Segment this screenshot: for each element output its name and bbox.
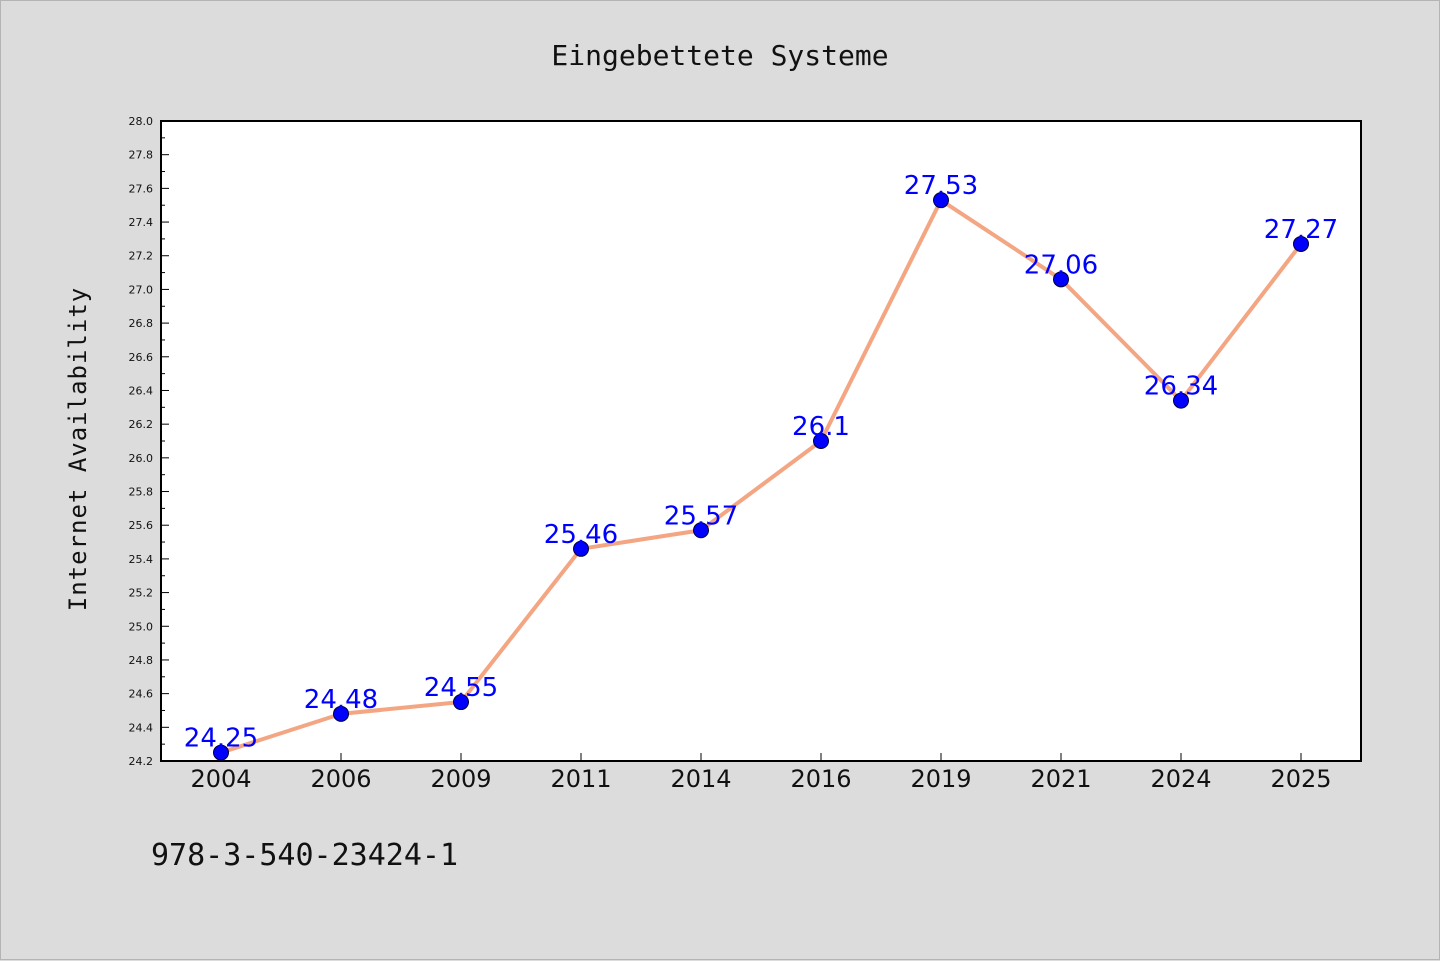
data-point — [453, 694, 469, 711]
data-label: 27.27 — [1264, 215, 1338, 245]
data-point — [573, 540, 589, 557]
x-tick-label: 2024 — [1150, 765, 1211, 793]
x-tick-label: 2014 — [670, 765, 731, 793]
y-tick-label: 26.6 — [129, 351, 154, 364]
data-point — [933, 192, 949, 209]
x-tick-label: 2011 — [550, 765, 611, 793]
data-point — [693, 522, 709, 539]
y-tick-label: 26.8 — [129, 317, 154, 330]
y-tick-label: 24.4 — [129, 721, 154, 734]
data-point — [1173, 392, 1189, 409]
y-tick-label: 24.8 — [129, 654, 154, 667]
footnote-isbn: 978-3-540-23424-1 — [151, 838, 458, 873]
y-tick-label: 25.4 — [129, 553, 154, 566]
data-label: 24.48 — [304, 685, 378, 715]
chart-title: Eingebettete Systeme — [551, 39, 888, 72]
data-point — [1293, 235, 1309, 252]
y-tick-label: 25.2 — [129, 587, 154, 600]
y-tick-label: 26.4 — [129, 384, 154, 397]
data-point — [333, 705, 349, 722]
data-label: 24.55 — [424, 673, 498, 703]
x-tick-label: 2006 — [310, 765, 371, 793]
y-tick-label: 26.2 — [129, 418, 154, 431]
x-tick-label: 2019 — [910, 765, 971, 793]
data-label: 24.25 — [184, 724, 258, 754]
y-tick-label: 27.4 — [129, 216, 154, 229]
y-tick-label: 26.0 — [129, 452, 154, 465]
data-label: 27.06 — [1024, 250, 1098, 280]
y-axis: 24.2 24.4 24.6 24.8 25.0 25.2 25.4 25.6 25.8 26.0… — [129, 115, 169, 768]
data-point — [1053, 271, 1069, 288]
series-line — [220, 198, 1303, 755]
y-tick-label: 24.2 — [129, 755, 154, 768]
data-label: 25.46 — [544, 520, 618, 550]
y-tick-label: 27.6 — [129, 182, 154, 195]
data-label: 26.34 — [1144, 372, 1218, 402]
y-tick-label: 25.6 — [129, 519, 154, 532]
y-tick-label: 27.0 — [129, 283, 154, 296]
x-tick-label: 2009 — [430, 765, 491, 793]
y-tick-label: 27.8 — [129, 149, 154, 162]
y-tick-label: 25.0 — [129, 620, 154, 633]
x-tick-label: 2016 — [790, 765, 851, 793]
data-point — [813, 433, 829, 449]
x-axis: 2004 2006 2009 2011 2014 2016 2019 2021 2024 2025 — [190, 753, 1332, 793]
x-tick-label: 2021 — [1030, 765, 1091, 793]
y-tick-label: 24.6 — [129, 688, 154, 701]
y-tick-label: 28.0 — [129, 115, 154, 128]
plot-area — [160, 120, 1362, 762]
data-label: 25.57 — [664, 501, 738, 531]
x-tick-label: 2004 — [190, 765, 251, 793]
data-label: 27.53 — [904, 171, 978, 201]
x-tick-label: 2025 — [1270, 765, 1331, 793]
y-axis-label: Internet Availability — [64, 287, 92, 611]
y-tick-label: 27.2 — [129, 250, 154, 263]
series-layer: 24.25 24.48 24.55 25.46 25.57 26.1 27.53 27.06 2… — [184, 171, 1338, 761]
y-tick-label: 25.8 — [129, 486, 154, 499]
data-point — [213, 744, 229, 761]
data-label: 26.1 — [792, 412, 850, 442]
